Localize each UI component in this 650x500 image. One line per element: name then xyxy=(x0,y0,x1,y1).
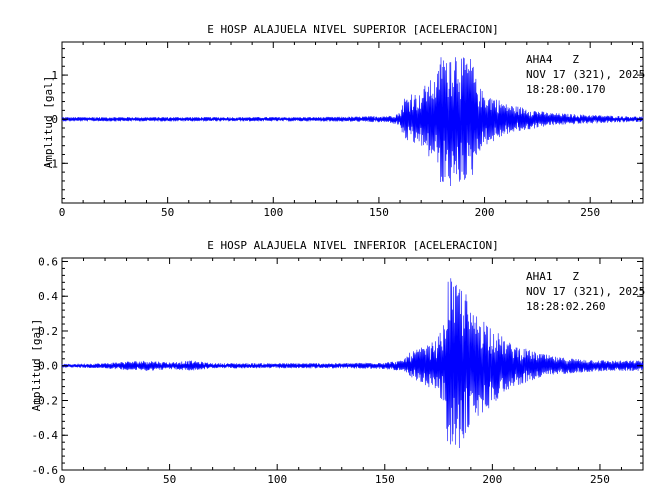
x-tick-label: 150 xyxy=(375,473,395,486)
station-annotation: AHA4 Z NOV 17 (321), 2025 18:28:00.170 xyxy=(526,53,645,96)
x-tick-label: 50 xyxy=(161,206,174,219)
axes: 0 50 100 150 200 250 -1 0 1 xyxy=(45,42,643,219)
waveform-trace xyxy=(61,57,644,187)
time-label: 18:28:00.170 xyxy=(526,83,605,96)
y-axis-label: Amplitud [gal] xyxy=(42,76,55,169)
y-tick-label: 0.2 xyxy=(38,325,58,338)
station-annotation: AHA1 Z NOV 17 (321), 2025 18:28:02.260 xyxy=(526,270,645,313)
date-label: NOV 17 (321), 2025 xyxy=(526,285,645,298)
y-tick-label: -0.4 xyxy=(32,429,59,442)
y-tick-label: 0.6 xyxy=(38,255,58,268)
waveform-series xyxy=(61,57,644,187)
x-tick-label: 50 xyxy=(163,473,176,486)
y-tick-label: 0 xyxy=(51,113,58,126)
y-tick-label: -0.0 xyxy=(32,360,59,373)
waveform-trace xyxy=(61,278,644,449)
station-label: AHA4 Z xyxy=(526,53,579,66)
panel-title: E HOSP ALAJUELA NIVEL INFERIOR [ACELERAC… xyxy=(207,239,498,252)
y-tick-label: -1 xyxy=(45,157,58,170)
station-label: AHA1 Z xyxy=(526,270,579,283)
date-label: NOV 17 (321), 2025 xyxy=(526,68,645,81)
x-tick-label: 100 xyxy=(263,206,283,219)
x-tick-label: 250 xyxy=(590,473,610,486)
time-label: 18:28:02.260 xyxy=(526,300,605,313)
x-tick-label: 0 xyxy=(59,473,66,486)
lower-panel: E HOSP ALAJUELA NIVEL INFERIOR [ACELERAC… xyxy=(30,239,645,486)
x-tick-label: 0 xyxy=(59,206,66,219)
upper-panel: E HOSP ALAJUELA NIVEL SUPERIOR [ACELERAC… xyxy=(42,23,645,219)
y-tick-label: -0.6 xyxy=(32,464,59,477)
x-tick-label: 200 xyxy=(482,473,502,486)
y-tick-label: -0.2 xyxy=(32,394,59,407)
plot-frame xyxy=(61,41,644,204)
x-tick-label: 200 xyxy=(475,206,495,219)
x-tick-label: 250 xyxy=(580,206,600,219)
y-axis-label: Amplitud [gal] xyxy=(30,319,43,412)
plot-area xyxy=(61,41,644,204)
axes: 0 50 100 150 200 250 -0.6 -0.4 -0.2 -0.0 0.2 0.4 0.6 xyxy=(32,255,644,486)
panel-title: E HOSP ALAJUELA NIVEL SUPERIOR [ACELERAC… xyxy=(207,23,498,36)
x-tick-label: 150 xyxy=(369,206,389,219)
waveform-series xyxy=(61,278,644,449)
y-tick-label: 1 xyxy=(51,69,58,82)
x-tick-label: 100 xyxy=(267,473,287,486)
y-tick-label: 0.4 xyxy=(38,290,58,303)
